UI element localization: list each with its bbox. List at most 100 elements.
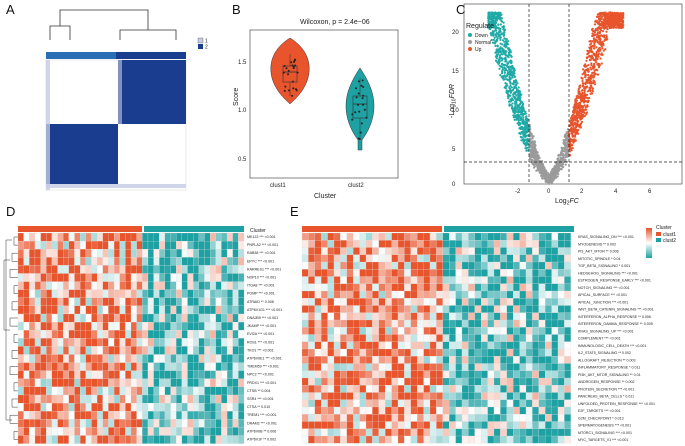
panel-b-title: Wilcoxon, p = 2.4e−06 <box>300 19 370 26</box>
panel-e-pathway-label: ESTROGEN_RESPONSE_EARLY *** <0.001 <box>578 279 651 283</box>
panel-d-legend: Cluster <box>250 228 266 234</box>
panel-d-gene-label: ATP6V0E1 *** <0.001 <box>247 357 282 361</box>
panel-e-annot-clust1 <box>302 226 442 232</box>
panel-d-gene-label: ITGA8 *** <0.001 <box>247 284 275 288</box>
panel-e-pathway-label: INFLAMMATORY_RESPONSE * 0.011 <box>578 366 640 370</box>
panel-c-frame <box>463 3 683 185</box>
panel-a-legend: 1 2 <box>197 37 208 51</box>
panel-c-xtick-0: 0 <box>547 189 551 195</box>
panel-d-gene-label: MK123 *** <0.001 <box>247 235 276 239</box>
panel-e-pathway-label: APICAL_JUNCTION *** <0.001 <box>578 300 628 304</box>
panel-d-gene-label: ATP6V1G1 *** <0.001 <box>247 308 282 312</box>
panel-d-gene-label: CTSB ** 0.004 <box>247 389 270 393</box>
panel-a-annot-c2 <box>116 52 186 59</box>
panel-e-pathway-label: IMMUNOLOGIC_CELL_DEATH *** <0.001 <box>578 344 646 348</box>
panel-d-annot-clust1 <box>18 226 142 232</box>
panel-c-ytick-15: 15 <box>452 69 459 75</box>
panel-e-legend-clust1: clust1 <box>663 232 676 238</box>
panel-d-dendrogram <box>3 236 18 440</box>
panel-e-pathway-label: MITOTIC_SPINDLE * 0.04 <box>578 257 620 261</box>
panel-d-gene-label: DNAJB9 *** <0.001 <box>247 316 278 320</box>
panel-d-gene-label: RAB38 *** <0.001 <box>247 251 276 255</box>
panel-b-ytick-15: 1.5 <box>238 60 247 66</box>
panel-d-annot-clust2 <box>144 226 244 232</box>
panel-a-edge-bottom <box>46 184 186 188</box>
panel-a-legend-2: 2 <box>205 45 208 51</box>
panel-d-gene-label: PRDX1 *** <0.001 <box>247 381 276 385</box>
panel-a-label: A <box>6 2 15 17</box>
panel-d-gene-label: ATP6V0B ** 0.006 <box>247 429 276 433</box>
panel-b-xtick-clust1: clust1 <box>270 183 286 189</box>
panel-c: C Regulate Down Normal Up -Log10FDR 0 5 … <box>449 2 683 207</box>
panel-e-pathway-label: E2F_TARGETS *** <0.001 <box>578 409 621 413</box>
panel-b-xlabel: Cluster <box>314 193 337 200</box>
panel-c-ytick-0: 0 <box>452 182 456 188</box>
panel-d-gene-label: EVI2A *** <0.001 <box>247 332 274 336</box>
panel-a-annot-c1 <box>46 52 116 59</box>
panel-b-ylabel: Score <box>233 88 240 106</box>
panel-e: E KRAS_SIGNALING_DN *** <0.001 MYOGENESIS… <box>290 204 676 444</box>
panel-c-xtick-4: 4 <box>614 189 618 195</box>
panel-c-xtick-2: 2 <box>580 189 584 195</box>
panel-e-pathway-label: UNFOLDED_PROTEIN_RESPONSE *** <0.001 <box>578 402 655 406</box>
panel-d-gene-label: NOP10 *** <0.001 <box>247 276 276 280</box>
panel-e-label: E <box>290 204 299 219</box>
panel-b-ytick-10: 1.0 <box>238 108 247 114</box>
panel-e-row-labels: KRAS_SIGNALING_DN *** <0.001 MYOGENESIS *… <box>578 235 655 442</box>
panel-e-pathway-label: MTORC1_SIGNALING *** <0.001 <box>578 431 632 435</box>
panel-e-pathway-label: KRAS_SIGNALING_DN *** <0.001 <box>578 235 634 239</box>
panel-e-pathway-label: PI3K_AKT_MTOR_SIGNALING ** 0.01 <box>578 373 641 377</box>
panel-e-pathway-label: HEDGEHOG_SIGNALING *** <0.001 <box>578 271 638 275</box>
panel-e-pathway-label: INTERFERON_ALPHA_RESPONSE ** 0.006 <box>578 315 651 319</box>
violin-clust2 <box>345 67 375 151</box>
panel-c-points <box>487 11 625 185</box>
panel-e-pathway-label: SPERMATOGENESIS *** <0.001 <box>578 424 631 428</box>
panel-d-gene-label: ATP6V1F ** 0.002 <box>247 438 276 442</box>
panel-e-pathway-label: IL2_STAT5_SIGNALING ** 0.002 <box>578 351 631 355</box>
panel-a-edge-mid <box>118 60 122 124</box>
panel-a-legend-1: 1 <box>205 39 208 45</box>
panel-d-gene-label: PNPLA2 *** <0.001 <box>247 243 278 247</box>
panel-e-pathway-label: NOTCH_SIGNALING *** <0.001 <box>578 286 630 290</box>
panel-d-gene-label: TMEM59 *** <0.001 <box>247 365 279 369</box>
panel-c-ytick-10: 10 <box>452 108 459 114</box>
panel-d-gene-label: DRAM2 *** <0.001 <box>247 421 277 425</box>
panel-d-legend-title: Cluster <box>250 228 266 234</box>
panel-e-colorbar <box>646 228 652 258</box>
panel-e-legend: Cluster clust1 clust2 <box>646 225 676 258</box>
panel-d-gene-label: TREM1 *** <0.001 <box>247 413 276 417</box>
panel-d-gene-label: ROS1 *** <0.001 <box>247 340 274 344</box>
panel-c-xtick-m2: -2 <box>515 189 521 195</box>
panel-c-ytick-20: 20 <box>452 30 459 36</box>
panel-a-edge-left <box>46 60 50 190</box>
panel-c-legend-normal: Normal <box>475 40 491 46</box>
panel-e-pathway-label: INTERFERON_GAMMA_RESPONSE ** 0.005 <box>578 322 653 326</box>
panel-e-pathway-label: MYC_TARGETS_V1 *** <0.001 <box>578 438 628 442</box>
panel-d-gene-label: ATRAID ** 0.008 <box>247 300 274 304</box>
panel-c-ytick-5: 5 <box>452 147 456 153</box>
panel-d-gene-label: JKAMP *** <0.001 <box>247 324 276 328</box>
panel-e-pathway-label: ALLOGRAFT_REJECTION ** 0.003 <box>578 358 636 362</box>
panel-d-heatmap <box>17 232 245 444</box>
panel-e-pathway-label: ANDROGEN_RESPONSE ** 0.002 <box>578 380 635 384</box>
panel-d: D MK123 *** <0.001 PNPLA2 *** <0.001 RAB38… <box>3 204 282 444</box>
panel-a-block-1 <box>46 124 118 184</box>
panel-d-gene-label: RARRES1 *** <0.001 <box>247 267 281 271</box>
panel-b: B Wilcoxon, p = 2.4e−06 Score Cluster 1.… <box>232 2 399 200</box>
panel-e-pathway-label: MYOGENESIS ** 0.002 <box>578 242 616 246</box>
panel-e-legend-clust2: clust2 <box>663 238 676 244</box>
panel-c-xtick-6: 6 <box>648 189 652 195</box>
panel-d-gene-label: CTSA ** 0.010 <box>247 405 270 409</box>
panel-e-pathway-label: PANCREAS_BETA_CELLS * 0.011 <box>578 395 634 399</box>
panel-a-dendrogram <box>49 9 177 40</box>
panel-e-pathway-label: G2M_CHECKPOINT * 0.013 <box>578 416 624 420</box>
panel-b-label: B <box>232 2 241 17</box>
panel-e-pathway-label: PI3_AKT_MTOR ** 0.006 <box>578 250 619 254</box>
panel-b-xtick-clust2: clust2 <box>348 183 364 189</box>
panel-c-label: C <box>456 2 465 17</box>
panel-d-gene-label: EPYC *** <0.001 <box>247 259 274 263</box>
panel-a: A 1 2 <box>6 2 208 191</box>
panel-b-frame <box>249 29 399 179</box>
panel-b-ytick-05: 0.5 <box>238 157 247 163</box>
